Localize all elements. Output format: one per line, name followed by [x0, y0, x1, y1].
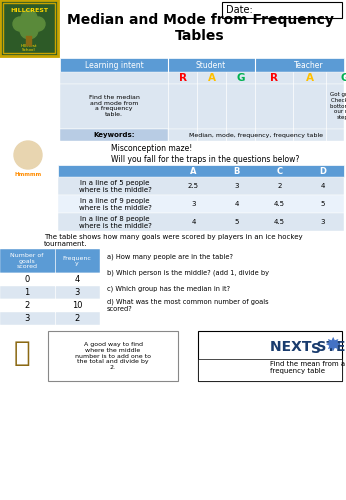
- Text: Find the mean from a
frequency table: Find the mean from a frequency table: [270, 360, 345, 374]
- Bar: [0, 286, 100, 299]
- Text: A: A: [190, 166, 197, 175]
- Text: 4: 4: [320, 183, 325, 189]
- Text: 1: 1: [24, 288, 30, 297]
- Text: Frequenc
y: Frequenc y: [63, 256, 91, 266]
- Text: 3: 3: [234, 183, 239, 189]
- Bar: [48, 331, 178, 381]
- Text: B: B: [233, 166, 240, 175]
- Bar: [0, 273, 100, 286]
- Text: D: D: [319, 166, 326, 175]
- Text: Median, mode, frequency, frequency table: Median, mode, frequency, frequency table: [189, 132, 323, 138]
- Text: d) What was the most common number of goals
scored?: d) What was the most common number of go…: [107, 298, 268, 312]
- Text: 3: 3: [320, 219, 325, 225]
- Text: NEXT STE: NEXT STE: [270, 340, 346, 354]
- Text: ✸: ✸: [324, 336, 340, 354]
- Text: 3: 3: [74, 288, 80, 297]
- Bar: [58, 165, 344, 177]
- Bar: [26, 36, 32, 46]
- Bar: [60, 58, 344, 72]
- Text: Date:: Date:: [226, 5, 253, 15]
- Text: 5: 5: [320, 201, 325, 207]
- Text: Number of
goals
scored: Number of goals scored: [10, 252, 44, 270]
- Text: Keywords:: Keywords:: [93, 132, 135, 138]
- Text: In a line of 9 people
where is the middle?: In a line of 9 people where is the middl…: [79, 198, 152, 210]
- Text: 2: 2: [277, 183, 282, 189]
- Bar: [3, 3, 55, 53]
- Text: C: C: [276, 166, 283, 175]
- Text: Misconception maze!
Will you fall for the traps in the questions below?: Misconception maze! Will you fall for th…: [111, 144, 299, 164]
- Text: 5: 5: [234, 219, 239, 225]
- Text: HILLCREST: HILLCREST: [10, 8, 48, 12]
- Bar: [60, 129, 168, 141]
- Text: A: A: [208, 73, 216, 83]
- Text: In a line of 8 people
where is the middle?: In a line of 8 people where is the middl…: [79, 216, 152, 228]
- Text: Learning intent: Learning intent: [85, 60, 143, 70]
- Circle shape: [13, 17, 27, 31]
- Text: 3: 3: [191, 201, 196, 207]
- Text: 4.5: 4.5: [274, 201, 285, 207]
- Text: Median and Mode from Frequency
Tables: Median and Mode from Frequency Tables: [66, 13, 334, 43]
- Text: In a line of 5 people
where is the middle?: In a line of 5 people where is the middl…: [79, 180, 152, 192]
- Text: a) How many people are in the table?: a) How many people are in the table?: [107, 254, 233, 260]
- Text: 2: 2: [74, 314, 80, 323]
- Text: Student: Student: [196, 60, 226, 70]
- Text: 4.5: 4.5: [274, 219, 285, 225]
- Text: G: G: [341, 73, 346, 83]
- Text: Got green?
Check the
bottom for
our next
steps!: Got green? Check the bottom for our next…: [330, 92, 346, 120]
- Bar: [58, 177, 344, 195]
- Text: Hmmmm: Hmmmm: [15, 172, 42, 178]
- Text: Find the median
and mode from
a frequency
table.: Find the median and mode from a frequenc…: [89, 95, 139, 117]
- Bar: [58, 195, 344, 213]
- Bar: [222, 2, 342, 18]
- Text: 3: 3: [24, 314, 30, 323]
- Bar: [198, 359, 342, 381]
- Circle shape: [21, 10, 37, 26]
- Text: 10: 10: [72, 301, 82, 310]
- Bar: [0, 0, 58, 56]
- Bar: [60, 84, 344, 129]
- Bar: [198, 331, 342, 381]
- Bar: [0, 299, 100, 312]
- Text: S: S: [311, 342, 321, 356]
- Circle shape: [20, 21, 38, 39]
- Text: b) Which person is the middle? (add 1, divide by: b) Which person is the middle? (add 1, d…: [107, 270, 269, 276]
- Text: G: G: [236, 73, 245, 83]
- Text: 4: 4: [234, 201, 239, 207]
- Text: A: A: [306, 73, 313, 83]
- Text: Hillcrest
School: Hillcrest School: [21, 44, 37, 52]
- Bar: [58, 213, 344, 231]
- Text: 👤: 👤: [20, 143, 36, 167]
- Text: 0: 0: [24, 275, 30, 284]
- Bar: [0, 249, 100, 273]
- Bar: [60, 129, 344, 141]
- Text: 4: 4: [74, 275, 80, 284]
- Circle shape: [14, 141, 42, 169]
- Text: 👤: 👤: [14, 339, 30, 367]
- Text: c) Which group has the median in it?: c) Which group has the median in it?: [107, 286, 230, 292]
- Text: Teacher: Teacher: [294, 60, 324, 70]
- Circle shape: [31, 17, 45, 31]
- Text: R: R: [179, 73, 186, 83]
- Text: 2: 2: [24, 301, 30, 310]
- Text: R: R: [270, 73, 278, 83]
- Text: The table shows how many goals were scored by players in an ice hockey
tournamen: The table shows how many goals were scor…: [44, 234, 302, 248]
- Text: A good way to find
where the middle
number is to add one to
the total and divide: A good way to find where the middle numb…: [75, 342, 151, 370]
- Text: 4: 4: [191, 219, 196, 225]
- Bar: [0, 312, 100, 325]
- Text: 2.5: 2.5: [188, 183, 199, 189]
- Bar: [60, 72, 344, 84]
